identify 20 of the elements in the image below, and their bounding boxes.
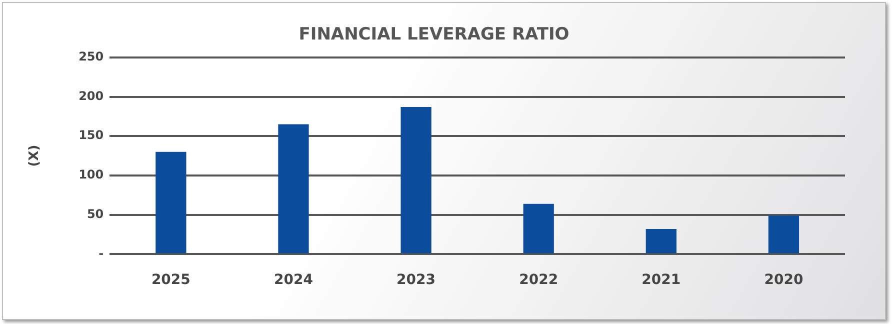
x-tick-label: 2025 bbox=[151, 272, 190, 288]
bar bbox=[278, 124, 309, 254]
x-tick-label: 2020 bbox=[764, 272, 804, 288]
y-tick-label: 50 bbox=[86, 206, 104, 221]
bar bbox=[768, 216, 800, 254]
x-tick-label: 2023 bbox=[396, 272, 436, 288]
x-tick-label: 2024 bbox=[274, 272, 314, 288]
y-tick-label: 250 bbox=[78, 50, 104, 64]
bar bbox=[523, 204, 554, 254]
bar bbox=[400, 106, 432, 254]
y-tick-label: 100 bbox=[78, 168, 104, 182]
bar bbox=[646, 229, 676, 254]
y-axis-title: (X) bbox=[27, 144, 42, 167]
y-tick-label: 200 bbox=[78, 88, 104, 103]
y-tick-label: 150 bbox=[78, 128, 104, 142]
chart-title: FINANCIAL LEVERAGE RATIO bbox=[298, 24, 570, 45]
x-tick-label: 2022 bbox=[519, 272, 558, 288]
y-tick-label: - bbox=[98, 246, 104, 260]
x-tick-label: 2021 bbox=[642, 272, 681, 288]
bar bbox=[156, 152, 186, 254]
